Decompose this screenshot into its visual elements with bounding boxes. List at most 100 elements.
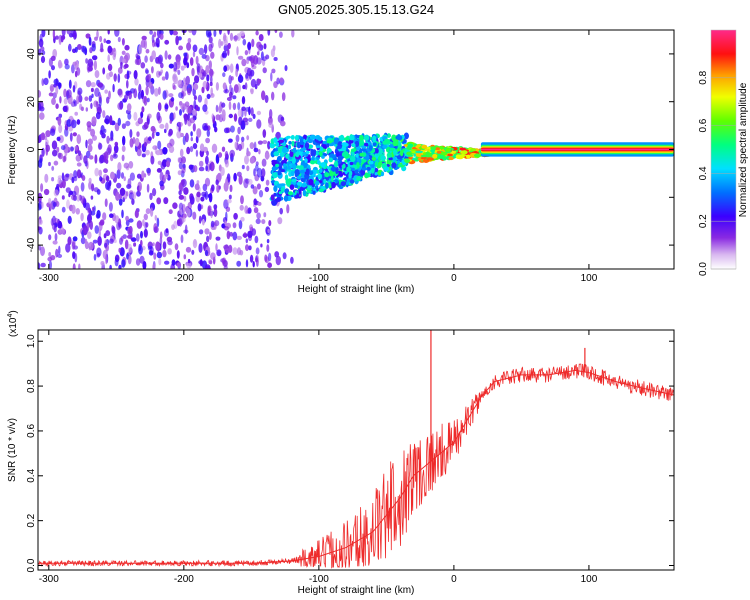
- snr-noise-trace: [38, 363, 674, 569]
- spectrogram-cell: [377, 148, 383, 155]
- spectrogram-cell: [147, 113, 152, 119]
- spectrogram-cell: [99, 176, 103, 182]
- spectrogram-cell: [269, 109, 273, 119]
- svg-text:(x104): (x104): [7, 310, 19, 337]
- spectrogram-cell: [397, 163, 403, 168]
- spectrogram-cell: [273, 185, 278, 192]
- spectrogram-cell: [56, 136, 61, 142]
- spectrogram-cell: [232, 231, 238, 241]
- colorbar-tick-label: 0.0: [698, 262, 709, 276]
- x-tick-label: 100: [581, 574, 598, 585]
- spectrogram-cell: [104, 115, 110, 125]
- spectrogram-cell: [40, 132, 46, 141]
- spectrogram-cell: [133, 242, 137, 247]
- spectrogram-cell: [305, 150, 310, 154]
- spectrogram-cell: [169, 119, 173, 124]
- spectrogram-cell: [63, 174, 69, 182]
- spectrogram-cell: [368, 145, 373, 151]
- spectrogram-cell: [177, 170, 182, 176]
- spectrogram-cell: [252, 113, 256, 119]
- spectrogram-cell: [241, 136, 245, 142]
- spectrogram-cell: [291, 30, 295, 38]
- spectrogram-cell: [180, 65, 185, 71]
- colorbar-ticks: 0.0 0.2 0.4 0.6 0.8: [698, 70, 736, 276]
- spectrogram-cell: [116, 182, 122, 189]
- spectrogram-cell: [280, 120, 286, 127]
- spectrogram-cell: [145, 208, 151, 215]
- spectrogram-cell: [40, 262, 46, 268]
- spectrogram-cell: [186, 42, 192, 51]
- spectrogram-cell: [97, 82, 104, 88]
- spectrogram-cell: [55, 35, 59, 40]
- spectrogram-cell: [47, 256, 53, 262]
- spectrogram-cell: [276, 197, 282, 202]
- spectrogram-cell: [96, 247, 102, 257]
- spectrogram-cell: [221, 146, 226, 152]
- spectrogram-cell: [85, 80, 92, 88]
- spectrogram-cell: [88, 36, 92, 46]
- spectrogram-cell: [132, 191, 137, 200]
- spectrogram-cell: [107, 54, 110, 62]
- spectrogram-cell: [278, 139, 285, 143]
- spectrogram-cell: [308, 170, 314, 176]
- spectrogram-cell: [156, 197, 162, 205]
- spectrogram-cell: [146, 183, 150, 193]
- x-tick-label: -300: [39, 574, 59, 585]
- spectrogram-cell: [198, 160, 204, 167]
- spectrogram-cell: [57, 59, 62, 69]
- spectrogram-cell: [299, 148, 305, 152]
- y-tick-label: -20: [26, 190, 37, 205]
- spectrogram-cell: [380, 155, 386, 162]
- spectrogram-cell: [273, 57, 278, 61]
- spectrogram-cell: [161, 76, 166, 81]
- spectrogram-cell: [57, 82, 62, 87]
- spectrogram-cell: [71, 194, 76, 201]
- spectrogram-cell: [255, 30, 259, 36]
- spectrogram-cell: [159, 33, 164, 40]
- spectrogram-cell: [257, 201, 262, 206]
- spectrogram-cell: [38, 245, 42, 251]
- spectrogram-cell: [351, 143, 356, 148]
- spectrogram-cell: [244, 155, 249, 165]
- spectrogram-cell: [349, 161, 354, 166]
- spectrogram-cell: [194, 75, 200, 84]
- spectrogram-cell: [318, 151, 323, 156]
- spectrogram-cell: [270, 194, 275, 201]
- snr-frame: [37, 329, 675, 571]
- spectrogram-cell: [267, 228, 270, 234]
- spectrogram-cell: [118, 198, 123, 206]
- spectrogram-cell: [314, 180, 320, 186]
- spectrogram-cell: [51, 177, 55, 182]
- spectrogram-cell: [237, 55, 244, 60]
- spectrogram-cell: [164, 39, 170, 45]
- spectrogram-cell: [176, 130, 182, 139]
- spectrogram-cell: [53, 189, 59, 197]
- spectrogram-y-label: Frequency (Hz): [7, 116, 18, 185]
- spectrogram-cell: [87, 144, 93, 153]
- spectrogram-cell: [188, 164, 194, 170]
- spectrogram-cell: [125, 219, 130, 227]
- spectrogram-cell: [43, 188, 50, 196]
- spectrogram-cell: [167, 131, 172, 137]
- spectrogram-cell: [52, 201, 57, 208]
- spectrogram-cell: [120, 61, 123, 69]
- spectrogram-cell: [54, 233, 58, 241]
- spectrogram-cell: [291, 178, 297, 183]
- spectrogram-cell: [38, 219, 43, 225]
- spectrogram-cell: [224, 226, 229, 231]
- spectrogram-cell: [238, 116, 243, 126]
- spectrogram-cell: [323, 178, 327, 184]
- spectrogram-cell: [447, 153, 453, 157]
- spectrogram-cell: [168, 209, 173, 215]
- spectrogram-cell: [100, 261, 105, 266]
- spectrogram-cell: [258, 34, 264, 42]
- spectrogram-cell: [134, 209, 139, 219]
- spectrogram-cell: [296, 193, 300, 199]
- spectrogram-cell: [145, 48, 150, 54]
- spectrogram-cell: [94, 87, 100, 98]
- spectrogram-cell: [39, 106, 45, 112]
- spectrogram-cell: [159, 123, 165, 129]
- spectrogram-cell: [275, 142, 280, 147]
- spectrogram-cell: [51, 165, 55, 171]
- spectrogram-cell: [41, 78, 45, 86]
